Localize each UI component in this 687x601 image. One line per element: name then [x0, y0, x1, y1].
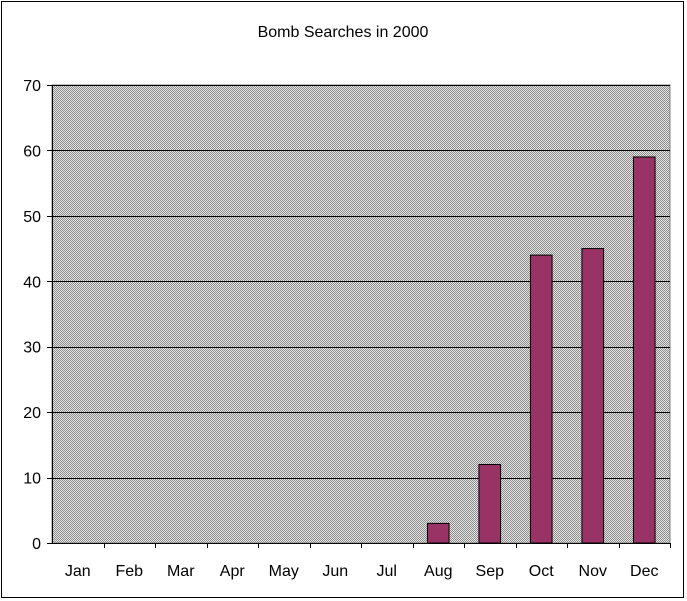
- y-tick-label: 10: [23, 471, 41, 488]
- x-tick-label-oct: Oct: [529, 563, 554, 580]
- x-tick-label-jun: Jun: [322, 563, 348, 580]
- bars: [426, 156, 656, 544]
- y-tick-label: 60: [23, 143, 41, 160]
- x-tick-label-jul: Jul: [377, 563, 397, 580]
- x-tick-label-sep: Sep: [476, 563, 505, 580]
- y-tick-label: 30: [23, 340, 41, 357]
- bar-sep: [478, 463, 502, 544]
- bar-nov: [581, 248, 605, 544]
- x-tick-label-apr: Apr: [220, 563, 246, 580]
- x-tick-label-nov: Nov: [579, 563, 607, 580]
- y-axis-ticks: 0 10 20 30 40 50 60 70: [23, 78, 52, 553]
- gridlines: [52, 85, 670, 479]
- bar-aug: [426, 522, 450, 544]
- plot-area: [51, 84, 671, 544]
- x-tick-label-aug: Aug: [424, 563, 452, 580]
- bar-oct: [529, 254, 553, 544]
- x-tick-label-may: May: [269, 563, 299, 580]
- x-tick-label-feb: Feb: [115, 563, 143, 580]
- y-tick-label: 70: [23, 78, 41, 95]
- y-tick-label: 0: [32, 536, 41, 553]
- y-tick-label: 20: [23, 405, 41, 422]
- y-tick-label: 40: [23, 274, 41, 291]
- chart-title: Bomb Searches in 2000: [258, 24, 429, 41]
- x-tick-label-dec: Dec: [630, 563, 658, 580]
- y-tick-label: 50: [23, 209, 41, 226]
- x-tick-label-jan: Jan: [65, 563, 91, 580]
- bar-dec: [632, 156, 656, 544]
- x-axis-ticks: Jan Feb Mar Apr May Jun Jul Aug Sep Oct Nov Dec: [65, 543, 671, 580]
- x-tick-label-mar: Mar: [167, 563, 195, 580]
